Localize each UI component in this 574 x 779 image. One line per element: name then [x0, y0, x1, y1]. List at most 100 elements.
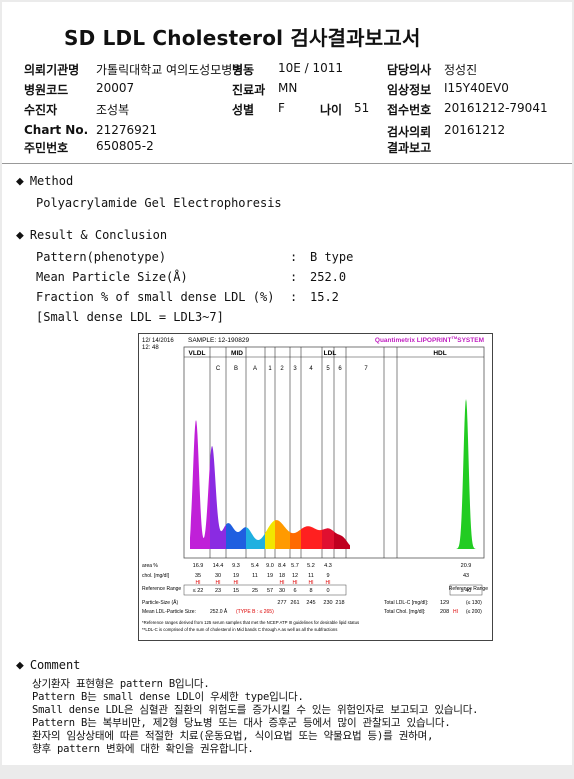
chol-value: 12: [292, 573, 298, 579]
group-label-mid: MID: [231, 350, 243, 357]
small-dense-note: [Small dense LDL = LDL3~7]: [36, 310, 224, 324]
particle-size-value: 245: [306, 600, 315, 606]
chol-value: 30: [215, 573, 221, 579]
ref-value: 30: [279, 588, 285, 594]
method-text: Polyacrylamide Gel Electrophoresis: [36, 196, 282, 210]
band-area-vldl: [190, 420, 210, 549]
hi-flag: HI: [326, 580, 331, 586]
hi-flag: HI: [216, 580, 221, 586]
area-value: 5.2: [307, 563, 315, 569]
result-row-sep: :: [290, 270, 298, 284]
report-sheet: SD LDL Cholesterol 검사결과보고서 의뢰기관명 가톨릭대학교 …: [2, 2, 572, 765]
result-row-label: Fraction % of small dense LDL (%): [36, 290, 275, 304]
ref-value: 8: [309, 588, 312, 594]
lipoprint-chart: 12/ 14/2016 12: 48 SAMPLE: 12-190829 Quanti…: [138, 333, 493, 641]
footnote-1: *Reference ranges derived from 125 serum…: [142, 620, 359, 625]
request-value: 20161212: [444, 123, 506, 137]
group-label-hdl: HDL: [433, 350, 446, 357]
report-title: SD LDL Cholesterol 검사결과보고서: [64, 26, 421, 50]
ref-range-right-label: Reference Range: [449, 586, 488, 592]
particle-size-value: 218: [335, 600, 344, 606]
total-ldl-label: Total LDL-C [mg/dl]:: [384, 600, 428, 606]
particle-size-value: 261: [290, 600, 299, 606]
chol-value: 35: [195, 573, 201, 579]
sex-label: 성별: [232, 103, 255, 117]
result-row-value: 252.0: [310, 270, 347, 284]
rrn-value: 650805-2: [96, 139, 154, 153]
area-value: 5.4: [251, 563, 259, 569]
collector-value: 조성복: [96, 103, 130, 117]
chart-no-value: 21276921: [96, 123, 158, 137]
dept-label: 진료과: [232, 83, 266, 97]
method-heading: ◆ Method: [16, 174, 73, 189]
ref-value: ≤ 22: [193, 588, 204, 594]
comment-heading-text: Comment: [29, 658, 81, 672]
band-label: C: [216, 366, 221, 372]
result-heading: ◆ Result & Conclusion: [16, 228, 167, 243]
hi-flag: HI: [196, 580, 201, 586]
area-value: 20.9: [461, 563, 472, 569]
result-row-label: Pattern(phenotype): [36, 250, 167, 264]
chol-value: 43: [463, 573, 469, 579]
area-value: 8.4: [278, 563, 286, 569]
particle-size-value: 230: [323, 600, 332, 606]
receipt-value: 20161212-79041: [444, 101, 548, 115]
band-label: 3: [293, 366, 297, 372]
band-label: B: [234, 366, 238, 372]
group-label-vldl: VLDL: [189, 350, 206, 357]
band-area-3: [290, 529, 301, 549]
total-chol-flag: HI: [453, 609, 458, 615]
total-chol-value: 208: [440, 609, 449, 615]
type-label: (TYPE B : ≤ 265): [236, 609, 274, 615]
total-ldl-value: 129: [440, 600, 449, 606]
ref-value: 15: [233, 588, 239, 594]
band-area-c: [210, 445, 226, 549]
total-chol-label: Total Chol. [mg/dl]:: [384, 609, 425, 615]
method-heading-text: Method: [29, 174, 74, 188]
area-label: area %: [142, 563, 158, 569]
rrn-label: 주민번호: [24, 141, 69, 155]
result-report-label: 결과보고: [387, 141, 432, 155]
group-label-ldl: LDL: [324, 350, 337, 357]
comment-line: Pattern B는 small dense LDL이 우세한 type입니다.: [32, 691, 304, 703]
ward-label: 병동: [232, 63, 255, 77]
total-chol-ref: (≤ 200): [466, 609, 482, 615]
area-value: 16.9: [193, 563, 204, 569]
age-value: 51: [354, 101, 370, 115]
band-label: 1: [268, 366, 272, 372]
area-value: 9.3: [232, 563, 240, 569]
area-value: 4.3: [324, 563, 332, 569]
ref-value: 6: [293, 588, 296, 594]
ref-value: 23: [215, 588, 221, 594]
comment-line: 환자의 임상상태에 따른 적절한 치료(운동요법, 식이요법 또는 약물요법 등…: [32, 730, 434, 742]
institution-label: 의뢰기관명: [24, 63, 80, 77]
ref-value: 0: [326, 588, 329, 594]
hi-flag: HI: [309, 580, 314, 586]
chart-sample: SAMPLE: 12-190829: [188, 337, 249, 344]
comment-line: Pattern B는 복부비만, 제2형 당뇨병 또는 대사 증후군 등에서 많…: [32, 717, 451, 729]
band-label: A: [253, 366, 257, 372]
band-label: 7: [364, 366, 368, 372]
band-area-hdl: [456, 399, 476, 549]
chol-value: 19: [267, 573, 273, 579]
result-row-value: 15.2: [310, 290, 339, 304]
ref-value: 57: [267, 588, 273, 594]
chol-value: 9: [326, 573, 329, 579]
result-row-label: Mean Particle Size(Å): [36, 270, 188, 284]
comment-line: 향후 pattern 변화에 대한 확인을 권유합니다.: [32, 743, 254, 755]
mean-ldl-label: Mean LDL-Particle Size:: [142, 609, 196, 615]
band-label: 2: [280, 366, 284, 372]
ref-box: [183, 584, 347, 596]
band-area-1: [265, 520, 275, 549]
chol-value: 11: [308, 573, 314, 579]
area-value: 5.7: [291, 563, 299, 569]
ref-box-hdl: [449, 584, 483, 596]
lipoprint-chart-svg: 12/ 14/201612: 48 SAMPLE: 12-190829 Quanti…: [138, 333, 493, 641]
particle-size-label: Particle-Size (Å): [142, 599, 178, 606]
band-label: 4: [309, 366, 313, 372]
particle-size-value: 277: [277, 600, 286, 606]
band-area-b: [226, 523, 246, 549]
result-row-sep: :: [290, 250, 298, 264]
age-label: 나이: [320, 103, 343, 117]
chart-no-label: Chart No.: [24, 123, 89, 137]
